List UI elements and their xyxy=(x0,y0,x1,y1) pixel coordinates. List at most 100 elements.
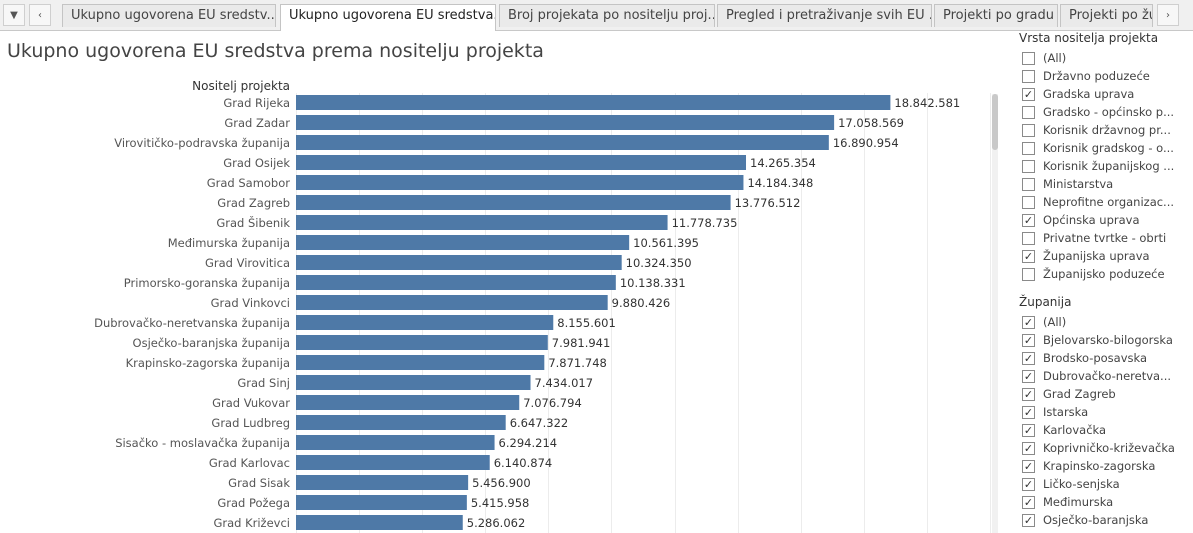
bar[interactable] xyxy=(296,335,548,350)
checkbox-unchecked[interactable] xyxy=(1022,69,1035,83)
bar[interactable] xyxy=(296,435,495,450)
filter-option[interactable]: ✓ Dubrovačko-neretva... xyxy=(1019,367,1191,385)
bar[interactable] xyxy=(296,195,731,210)
filter-option-label: Županijsko poduzeće xyxy=(1043,267,1165,281)
filter-option-label: Istarska xyxy=(1043,405,1089,419)
bar[interactable] xyxy=(296,215,668,230)
bar[interactable] xyxy=(296,295,608,310)
tab-ukupno-ugovorena-1[interactable]: Ukupno ugovorena EU sredstv... xyxy=(62,4,276,27)
checkbox-unchecked[interactable] xyxy=(1022,195,1035,209)
filter-option[interactable]: ✓ Brodsko-posavska xyxy=(1019,349,1191,367)
data-label: 7.981.941 xyxy=(552,336,611,350)
filter-option[interactable]: Neprofitne organizac... xyxy=(1019,193,1191,211)
bar[interactable] xyxy=(296,115,835,130)
tab-broj-projekata[interactable]: Broj projekata po nositelju proj... xyxy=(499,4,715,27)
chevron-left-icon[interactable]: ‹ xyxy=(29,4,51,26)
category-label: Grad Sisak xyxy=(228,476,290,490)
bar[interactable] xyxy=(296,495,467,510)
filter-option[interactable]: ✓ Krapinsko-zagorska xyxy=(1019,457,1191,475)
filter-option[interactable]: ✓ Općinska uprava xyxy=(1019,211,1191,229)
category-label: Virovitičko-podravska županija xyxy=(114,136,290,150)
checkbox-unchecked[interactable] xyxy=(1022,141,1035,155)
bar[interactable] xyxy=(296,275,616,290)
filter-option[interactable]: ✓ Istarska xyxy=(1019,403,1191,421)
dropdown-arrow-icon[interactable]: ▼ xyxy=(3,4,25,26)
checkbox-checked[interactable]: ✓ xyxy=(1022,495,1035,509)
filter-option[interactable]: ✓ Grad Zagreb xyxy=(1019,385,1191,403)
filter-option-label: Korisnik državnog pr... xyxy=(1043,123,1171,137)
checkbox-unchecked[interactable] xyxy=(1022,231,1035,245)
filter-option-label: (All) xyxy=(1043,51,1067,65)
data-label: 7.076.794 xyxy=(523,396,582,410)
checkbox-checked[interactable]: ✓ xyxy=(1022,477,1035,491)
filter-option[interactable]: Gradsko - općinsko p... xyxy=(1019,103,1191,121)
checkbox-unchecked[interactable] xyxy=(1022,105,1035,119)
filter-option[interactable]: Korisnik gradskog - o... xyxy=(1019,139,1191,157)
filter-option-label: Ministarstva xyxy=(1043,177,1114,191)
tab-projekti-po-zupaniji[interactable]: Projekti po župa xyxy=(1060,4,1153,27)
bar[interactable] xyxy=(296,415,506,430)
filter-option[interactable]: ✓ Osječko-baranjska xyxy=(1019,511,1191,529)
checkbox-checked[interactable]: ✓ xyxy=(1022,315,1035,329)
filter-option[interactable]: Privatne tvrtke - obrti xyxy=(1019,229,1191,247)
chart-scrollbar-thumb[interactable] xyxy=(992,94,998,150)
chevron-right-icon[interactable]: › xyxy=(1157,4,1179,26)
filter-option[interactable]: Županijsko poduzeće xyxy=(1019,265,1191,283)
checkbox-unchecked[interactable] xyxy=(1022,159,1035,173)
bar[interactable] xyxy=(296,395,520,410)
checkbox-checked[interactable]: ✓ xyxy=(1022,441,1035,455)
checkbox-unchecked[interactable] xyxy=(1022,51,1035,65)
bar[interactable] xyxy=(296,315,554,330)
data-label: 6.140.874 xyxy=(494,456,553,470)
bar[interactable] xyxy=(296,255,622,270)
filter-option[interactable]: ✓ Gradska uprava xyxy=(1019,85,1191,103)
tab-projekti-po-gradu[interactable]: Projekti po gradu xyxy=(934,4,1058,27)
checkbox-checked[interactable]: ✓ xyxy=(1022,213,1035,227)
data-label: 5.415.958 xyxy=(471,496,530,510)
filter-option[interactable]: Državno poduzeće xyxy=(1019,67,1191,85)
bar[interactable] xyxy=(296,155,747,170)
filter-option[interactable]: ✓ Međimurska xyxy=(1019,493,1191,511)
bar[interactable] xyxy=(296,515,463,530)
tab-pregled[interactable]: Pregled i pretraživanje svih EU ... xyxy=(717,4,932,27)
bar[interactable] xyxy=(296,135,829,150)
checkbox-checked[interactable]: ✓ xyxy=(1022,423,1035,437)
bar[interactable] xyxy=(296,355,545,370)
checkbox-checked[interactable]: ✓ xyxy=(1022,333,1035,347)
chart-scrollbar[interactable] xyxy=(992,94,998,533)
filter-option[interactable]: ✓ (All) xyxy=(1019,313,1191,331)
checkbox-checked[interactable]: ✓ xyxy=(1022,87,1035,101)
bar[interactable] xyxy=(296,235,630,250)
category-label: Grad Sinj xyxy=(237,376,290,390)
filter-option[interactable]: ✓ Ličko-senjska xyxy=(1019,475,1191,493)
checkbox-unchecked[interactable] xyxy=(1022,267,1035,281)
checkbox-unchecked[interactable] xyxy=(1022,177,1035,191)
tab-ukupno-ugovorena-2[interactable]: Ukupno ugovorena EU sredstva... xyxy=(280,4,496,31)
filter-option[interactable]: ✓ Bjelovarsko-bilogorska xyxy=(1019,331,1191,349)
filter-option[interactable]: (All) xyxy=(1019,49,1191,67)
checkbox-checked[interactable]: ✓ xyxy=(1022,249,1035,263)
category-label: Grad Virovitica xyxy=(205,256,290,270)
checkbox-checked[interactable]: ✓ xyxy=(1022,459,1035,473)
checkbox-checked[interactable]: ✓ xyxy=(1022,513,1035,527)
bar[interactable] xyxy=(296,375,531,390)
filter-option-label: Osječko-baranjska xyxy=(1043,513,1149,527)
bar[interactable] xyxy=(296,175,744,190)
checkbox-unchecked[interactable] xyxy=(1022,123,1035,137)
bar[interactable] xyxy=(296,95,891,110)
filter-option[interactable]: ✓ Koprivničko-križevačka xyxy=(1019,439,1191,457)
checkbox-checked[interactable]: ✓ xyxy=(1022,351,1035,365)
category-label: Grad Križevci xyxy=(213,516,290,530)
checkbox-checked[interactable]: ✓ xyxy=(1022,387,1035,401)
checkbox-checked[interactable]: ✓ xyxy=(1022,405,1035,419)
filter-option[interactable]: Korisnik županijskog ... xyxy=(1019,157,1191,175)
bar[interactable] xyxy=(296,475,469,490)
checkbox-checked[interactable]: ✓ xyxy=(1022,369,1035,383)
category-label: Grad Zagreb xyxy=(217,196,290,210)
bar[interactable] xyxy=(296,455,490,470)
filter-option-label: Korisnik gradskog - o... xyxy=(1043,141,1174,155)
filter-option[interactable]: Korisnik državnog pr... xyxy=(1019,121,1191,139)
filter-option[interactable]: ✓ Karlovačka xyxy=(1019,421,1191,439)
filter-option[interactable]: ✓ Županijska uprava xyxy=(1019,247,1191,265)
filter-option[interactable]: Ministarstva xyxy=(1019,175,1191,193)
